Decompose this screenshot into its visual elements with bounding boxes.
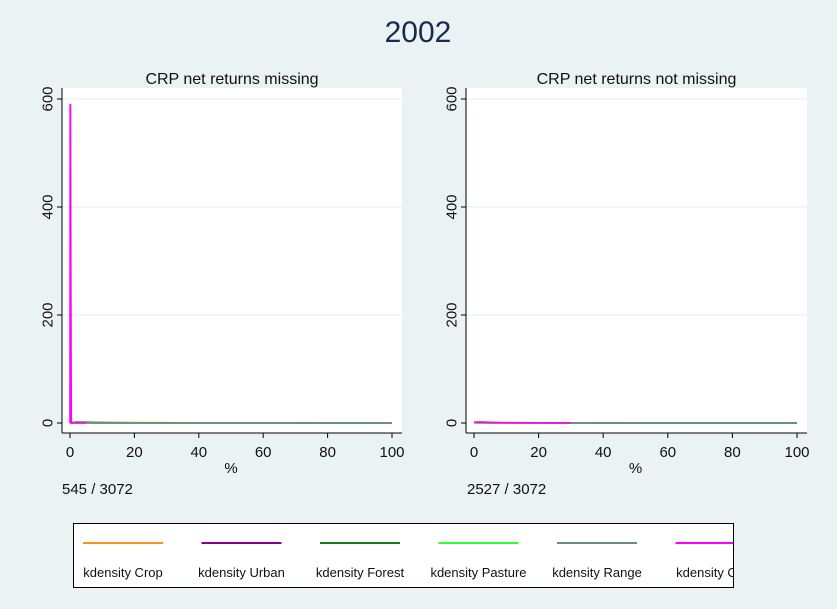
panel-note: 545 / 3072 bbox=[62, 481, 133, 498]
legend-item: kdensity Range bbox=[552, 542, 642, 580]
y-tick-label: 400 bbox=[444, 194, 461, 219]
chart-panel-1: CRP net returns missing 0 200 400 600 0 20 40 60… bbox=[40, 71, 405, 498]
series-line-kdensity-crp bbox=[69, 103, 87, 424]
legend-item: kdensity Urban bbox=[198, 542, 285, 580]
x-tick-label: 80 bbox=[319, 444, 336, 461]
y-tick-label: 400 bbox=[40, 194, 57, 219]
x-tick-label: 0 bbox=[470, 444, 478, 461]
x-tick-label: 40 bbox=[595, 444, 612, 461]
x-tick-label: 80 bbox=[724, 444, 741, 461]
legend-label: kdensity Range bbox=[552, 565, 642, 580]
x-tick-label: 60 bbox=[255, 444, 272, 461]
legend-label: kdensity Forest bbox=[316, 565, 405, 580]
chart-panel-2: CRP net returns not missing 0 200 400 600 0 20… bbox=[444, 71, 810, 498]
x-tick-label: 20 bbox=[530, 444, 547, 461]
y-tick-label: 200 bbox=[40, 302, 57, 327]
y-tick-label: 600 bbox=[444, 86, 461, 111]
legend-label: kdensity Pasture bbox=[430, 565, 526, 580]
x-tick-label: 100 bbox=[784, 444, 809, 461]
legend-item: kdensity CRP bbox=[675, 542, 756, 580]
plot-area bbox=[62, 88, 402, 433]
y-tick-label: 600 bbox=[40, 86, 57, 111]
panel-title: CRP net returns not missing bbox=[537, 71, 737, 88]
x-tick-label: 100 bbox=[379, 444, 404, 461]
legend-item: kdensity Forest bbox=[316, 542, 405, 580]
x-tick-label: 0 bbox=[66, 444, 74, 461]
x-tick-label: 40 bbox=[190, 444, 207, 461]
panel-note: 2527 / 3072 bbox=[467, 481, 546, 498]
legend: kdensity Crop kdensity Urban kdensity Fore… bbox=[73, 523, 756, 588]
legend-label: kdensity Crop bbox=[83, 565, 162, 580]
y-tick-label: 0 bbox=[40, 419, 57, 427]
series-line-kdensity-crp bbox=[473, 421, 571, 424]
x-axis-label: % bbox=[629, 460, 642, 477]
legend-label: kdensity CRP bbox=[676, 565, 733, 580]
y-tick-label: 0 bbox=[444, 419, 461, 427]
plot-area bbox=[466, 88, 807, 433]
x-tick-label: 60 bbox=[659, 444, 676, 461]
x-axis-label: % bbox=[224, 460, 237, 477]
x-tick-label: 20 bbox=[126, 444, 143, 461]
figure-title: 2002 bbox=[385, 16, 452, 49]
legend-label: kdensity Urban bbox=[198, 565, 285, 580]
panel-title: CRP net returns missing bbox=[145, 71, 318, 88]
legend-item: kdensity Crop bbox=[83, 542, 163, 580]
legend-item: kdensity Pasture bbox=[430, 542, 527, 580]
y-tick-label: 200 bbox=[444, 302, 461, 327]
